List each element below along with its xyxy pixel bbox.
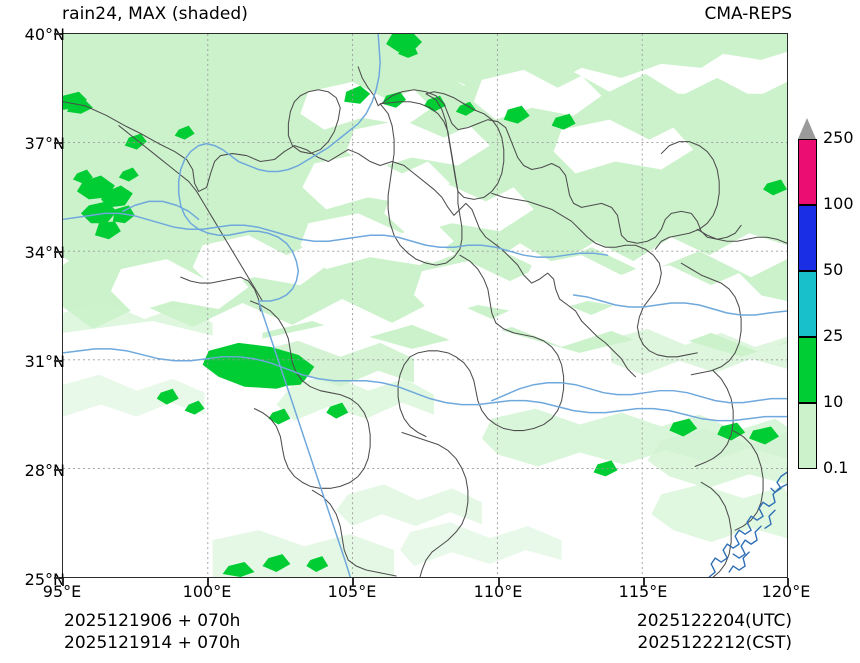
y-tick-mark	[54, 142, 62, 144]
colorbar-tick-50	[798, 270, 817, 272]
x-tick-label-115e: 115°E	[618, 582, 668, 601]
colorbar-label-25: 25	[823, 326, 844, 345]
y-tick-mark	[54, 251, 62, 253]
x-tick-mark	[352, 578, 354, 586]
y-tick-label-40n: 40°N	[24, 25, 65, 44]
colorbar-segment-25-50[interactable]	[799, 271, 816, 337]
colorbar-tick-100	[798, 204, 817, 206]
y-tick-label-34n: 34°N	[24, 243, 65, 262]
y-tick-label-28n: 28°N	[24, 461, 65, 480]
shade-layer-light-south	[63, 328, 787, 577]
y-tick-mark	[54, 360, 62, 362]
footer-valid-time-cst: 2025122212(CST)	[637, 633, 792, 653]
x-tick-mark	[207, 578, 209, 586]
colorbar-under-arrow[interactable]	[798, 469, 816, 490]
colorbar-segment-0.1-10[interactable]	[799, 402, 816, 468]
map-plot-area[interactable]	[62, 33, 788, 578]
footer-init-time-cst: 2025121914 + 070h	[64, 633, 241, 653]
y-tick-mark	[54, 577, 62, 579]
colorbar-label-100: 100	[823, 194, 854, 213]
colorbar-over-arrow[interactable]	[798, 118, 816, 139]
administrative-boundaries	[63, 66, 787, 577]
colorbar-tick-25	[798, 336, 817, 338]
colorbar-label-50: 50	[823, 260, 844, 279]
x-tick-label-120e: 120°E	[761, 582, 811, 601]
colorbar-segment-100-250[interactable]	[799, 140, 816, 206]
page-title: rain24, MAX (shaded)	[62, 4, 249, 24]
footer-init-time-utc: 2025121906 + 070h	[64, 611, 241, 631]
x-tick-mark	[787, 578, 789, 586]
y-tick-mark	[54, 33, 62, 35]
coastline	[708, 471, 787, 577]
x-tick-mark	[643, 578, 645, 586]
x-tick-label-105e: 105°E	[327, 582, 377, 601]
shade-layer-green	[63, 34, 787, 577]
map-canvas	[63, 34, 787, 577]
colorbar-segment-50-100[interactable]	[799, 205, 816, 272]
y-tick-label-25n: 25°N	[24, 570, 65, 589]
model-label: CMA-REPS	[704, 4, 792, 24]
colorbar-label-250: 250	[823, 128, 854, 147]
colorbar-label-10: 10	[823, 392, 844, 411]
colorbar[interactable]	[798, 139, 817, 469]
shade-layer-dry-holes	[110, 69, 762, 323]
x-tick-label-110e: 110°E	[473, 582, 523, 601]
footer-valid-time-utc: 2025122204(UTC)	[636, 611, 792, 631]
x-tick-label-100e: 100°E	[182, 582, 232, 601]
rivers	[63, 34, 787, 577]
y-tick-mark	[54, 469, 62, 471]
x-tick-mark	[62, 578, 64, 586]
y-tick-label-31n: 31°N	[24, 352, 65, 371]
x-tick-label-95e: 95°E	[42, 582, 82, 601]
y-tick-label-37n: 37°N	[24, 134, 65, 153]
colorbar-segment-10-25[interactable]	[799, 336, 816, 403]
x-tick-mark	[498, 578, 500, 586]
colorbar-tick-10	[798, 402, 817, 404]
graticule	[63, 34, 787, 577]
colorbar-label-0.1: 0.1	[823, 458, 849, 477]
